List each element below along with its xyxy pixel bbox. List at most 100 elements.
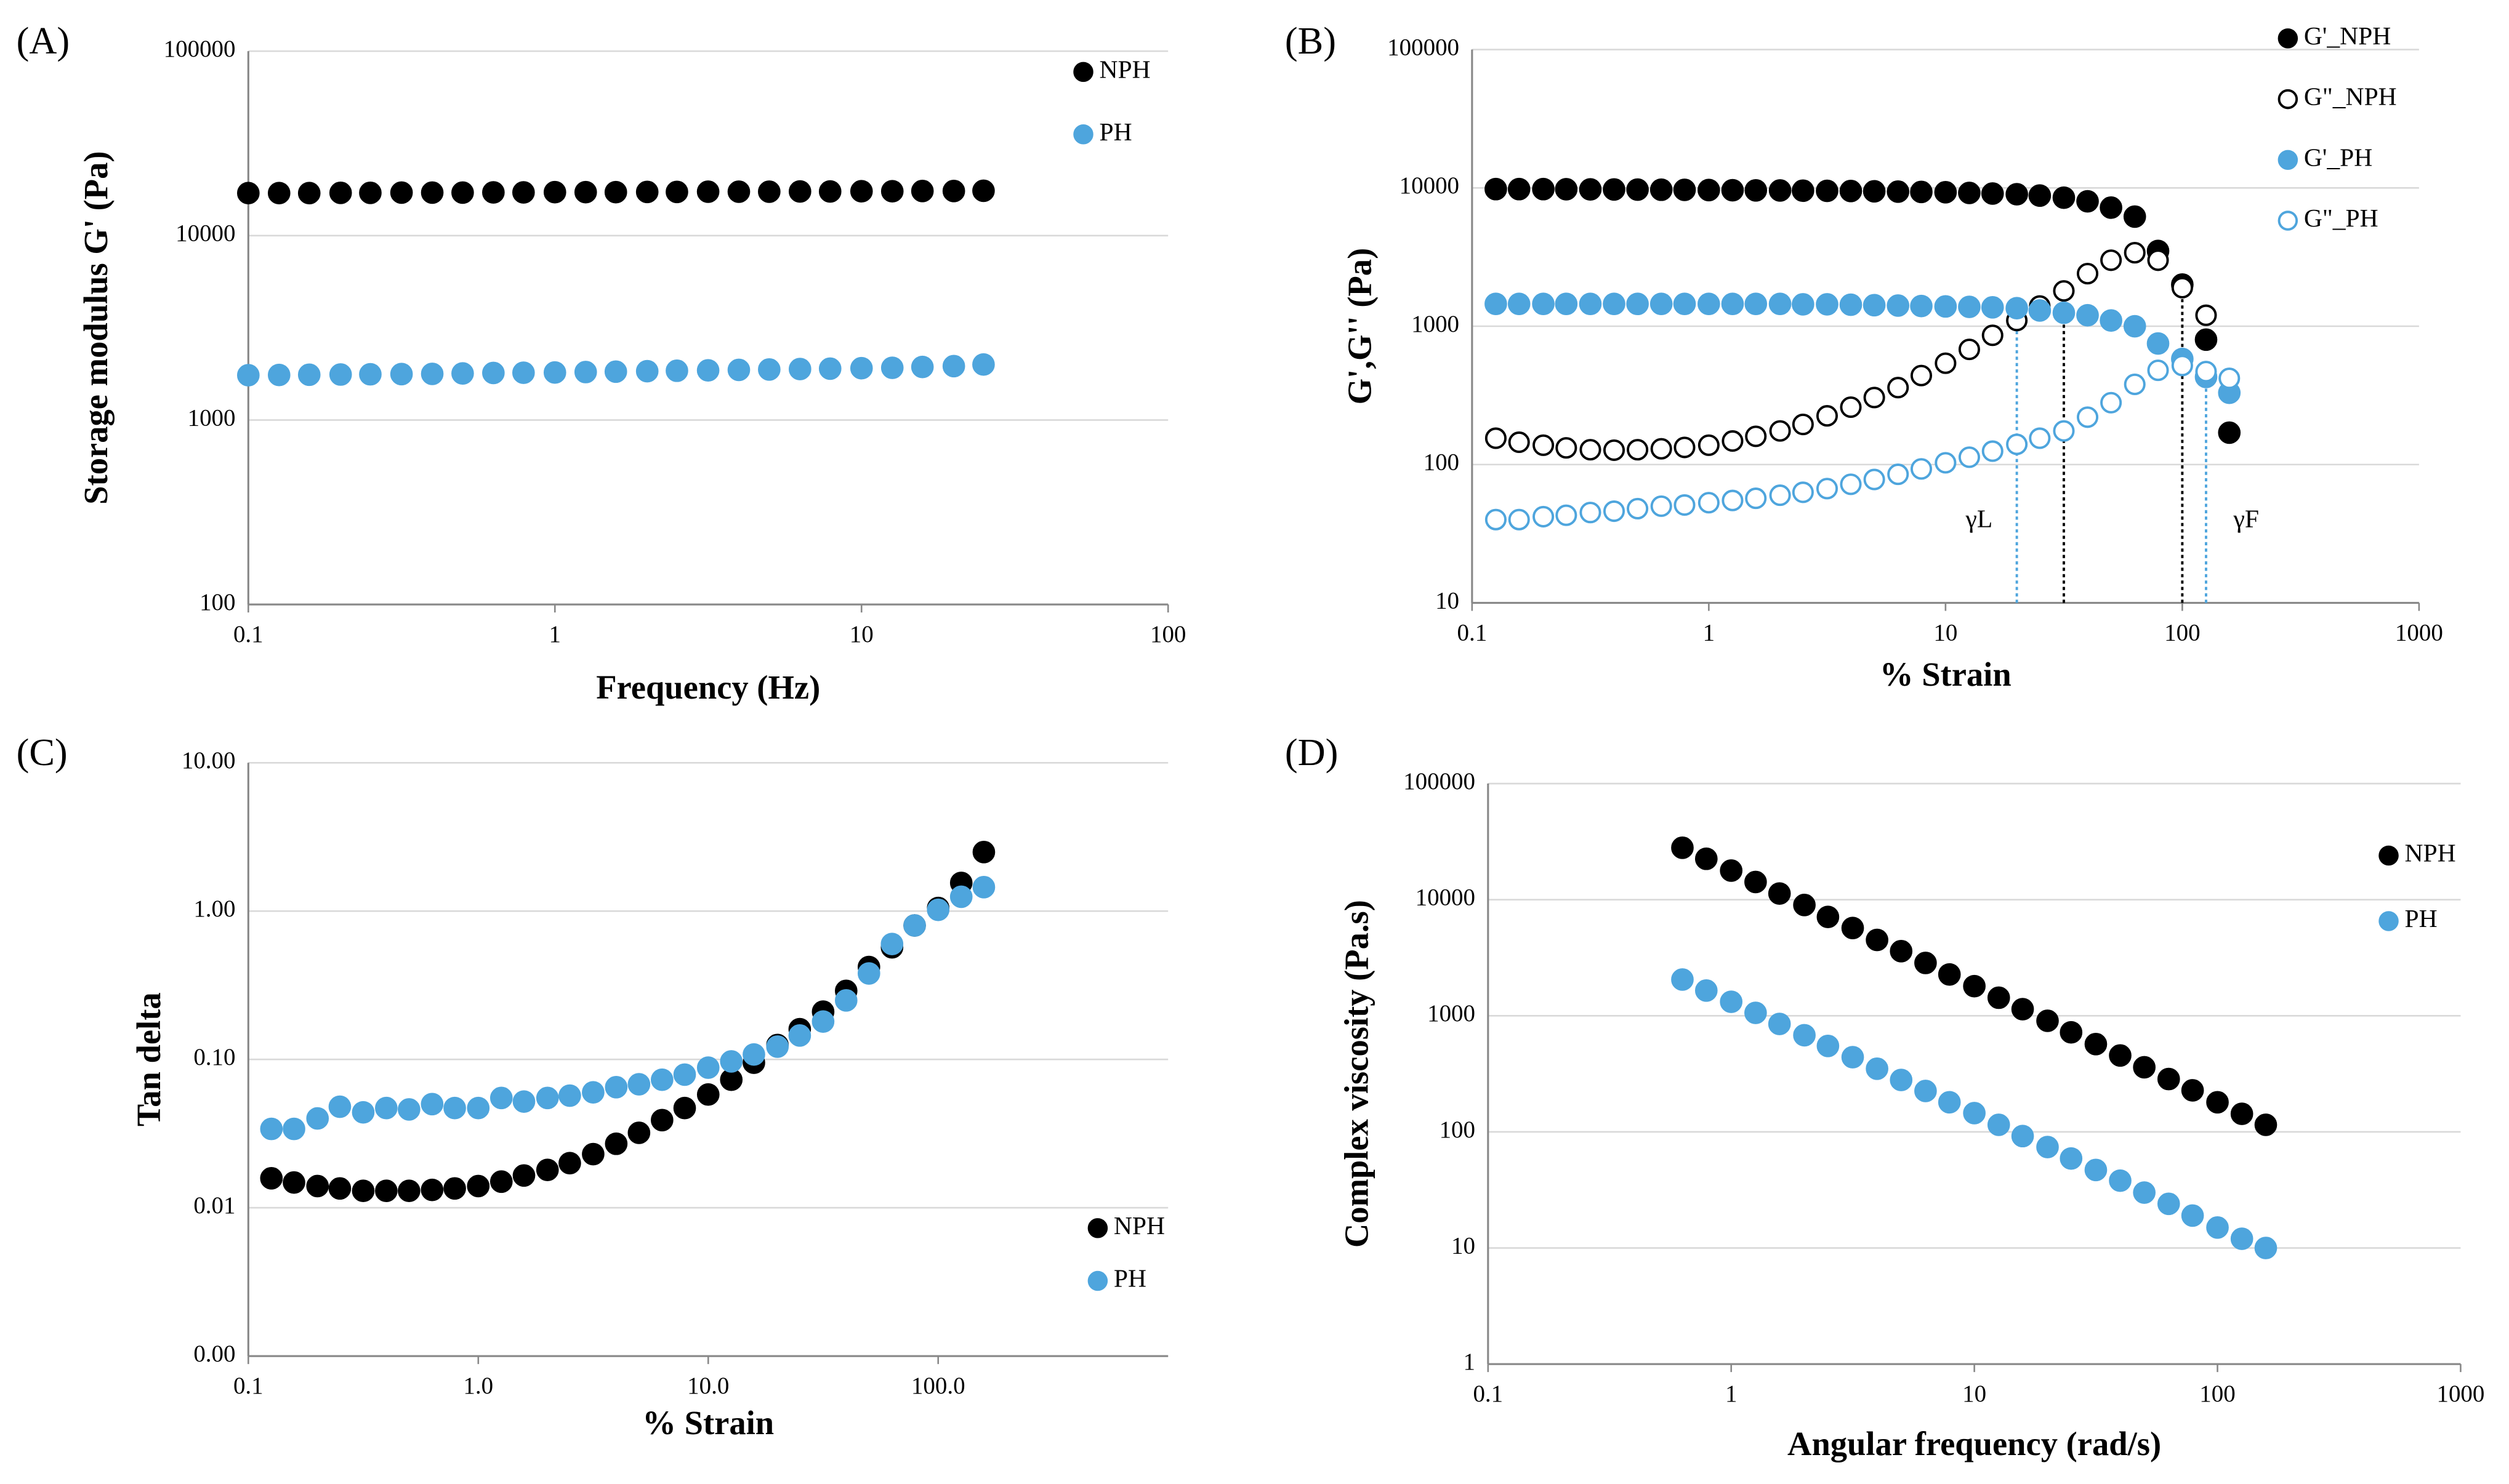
y-tick-label: 100000	[1403, 768, 1475, 795]
data-point	[1532, 292, 1555, 316]
data-point	[1840, 396, 1862, 419]
data-point	[359, 363, 382, 386]
data-point	[574, 180, 597, 204]
x-tick-label: 0.1	[233, 621, 264, 648]
data-point	[2195, 304, 2217, 326]
legend-marker	[2277, 211, 2298, 231]
legend-label: G'_PH	[2304, 143, 2372, 171]
data-point	[2124, 373, 2146, 395]
data-point	[789, 358, 811, 380]
data-point	[1887, 463, 1909, 486]
data-point	[421, 363, 444, 385]
data-point	[880, 933, 904, 956]
annotation: γL	[1965, 504, 1993, 532]
x-axis-title: Angular frequency (rad/s)	[1787, 1425, 2161, 1462]
data-point	[696, 180, 720, 203]
data-point	[635, 359, 659, 383]
data-point	[1816, 179, 1838, 203]
data-point	[1841, 1046, 1864, 1069]
y-axis-title: Complex viscosity (Pa.s)	[1337, 900, 1375, 1248]
x-tick-label: 100	[1150, 621, 1186, 648]
data-point	[942, 180, 965, 203]
data-point	[558, 1084, 581, 1107]
data-point	[2006, 433, 2028, 455]
data-point	[2100, 196, 2122, 219]
data-point	[1866, 1057, 1888, 1080]
data-point	[2171, 276, 2193, 299]
y-tick-label: 1000	[1411, 311, 1459, 337]
x-axis-title: % Strain	[642, 1404, 774, 1442]
data-point	[1745, 425, 1767, 447]
data-point	[666, 180, 688, 204]
data-point	[2206, 1091, 2229, 1114]
data-point	[972, 876, 996, 899]
panel-label: (D)	[1285, 731, 1339, 774]
data-point	[1650, 495, 1672, 517]
data-point	[1935, 352, 1957, 374]
data-point	[1816, 478, 1838, 500]
data-point	[2147, 249, 2169, 271]
y-tick-label: 100	[1440, 1117, 1475, 1143]
data-point	[306, 1174, 329, 1198]
data-point	[1508, 508, 1530, 531]
data-point	[2060, 1147, 2083, 1170]
data-point	[972, 353, 995, 376]
data-point	[1839, 179, 1863, 203]
data-point	[2052, 186, 2076, 209]
data-point	[512, 361, 535, 384]
data-point	[2254, 1113, 2277, 1136]
data-point	[1484, 427, 1507, 449]
data-point	[1792, 481, 1814, 503]
data-point	[651, 1109, 674, 1132]
data-point	[903, 914, 926, 937]
data-point	[2028, 299, 2052, 322]
x-tick-label: 1	[1725, 1381, 1737, 1407]
y-tick-label: 100	[199, 589, 235, 616]
data-point	[1579, 439, 1601, 461]
data-point	[2171, 355, 2193, 377]
y-tick-label: 10.00	[182, 747, 236, 774]
data-point	[605, 1075, 628, 1099]
data-point	[1650, 438, 1672, 460]
x-tick-label: 10	[850, 621, 874, 648]
data-point	[2076, 190, 2099, 213]
data-point	[1673, 436, 1696, 459]
data-point	[1507, 292, 1531, 316]
data-point	[1744, 870, 1767, 894]
data-point	[1768, 292, 1792, 316]
data-point	[2195, 361, 2217, 383]
legend-label: NPH	[1099, 55, 1150, 83]
data-point	[1649, 292, 1673, 316]
x-tick-label: 100	[2164, 619, 2200, 646]
data-point	[789, 180, 811, 203]
legend-marker	[2378, 911, 2399, 931]
legend-label: NPH	[2405, 838, 2456, 867]
data-point	[421, 181, 444, 204]
data-point	[1839, 293, 1863, 316]
data-point	[696, 1056, 720, 1079]
data-point	[1507, 177, 1531, 201]
data-point	[2005, 183, 2028, 206]
data-point	[2230, 1227, 2253, 1250]
data-point	[1863, 180, 1886, 203]
data-point	[911, 355, 934, 379]
data-point	[1910, 458, 1933, 480]
y-axis-title: Storage modulus G' (Pa)	[77, 151, 115, 504]
y-tick-label: 10000	[1416, 884, 1475, 911]
data-point	[1841, 916, 1864, 940]
x-tick-label: 10	[1962, 1381, 1986, 1407]
data-point	[1768, 1013, 1791, 1035]
data-point	[1671, 836, 1694, 859]
data-point	[1768, 882, 1791, 905]
data-point	[1671, 968, 1694, 991]
data-point	[283, 1117, 305, 1141]
data-point	[2029, 427, 2051, 449]
y-tick-label: 1	[1464, 1349, 1475, 1375]
legend-marker	[1073, 62, 1093, 82]
data-point	[1698, 492, 1720, 514]
data-point	[1963, 1102, 1986, 1125]
data-point	[582, 1142, 605, 1166]
data-point	[489, 1170, 513, 1193]
y-tick-label: 0.00	[193, 1341, 235, 1367]
x-tick-label: 0.1	[1457, 619, 1487, 646]
